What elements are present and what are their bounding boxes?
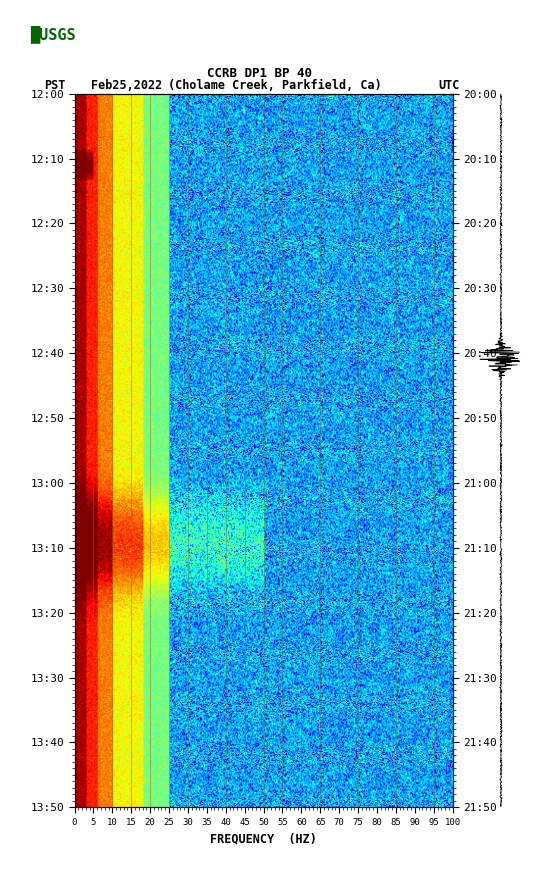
Text: █USGS: █USGS: [30, 25, 76, 43]
Text: (Cholame Creek, Parkfield, Ca): (Cholame Creek, Parkfield, Ca): [168, 78, 382, 92]
Text: PST: PST: [44, 78, 66, 92]
Text: Feb25,2022: Feb25,2022: [91, 78, 162, 92]
X-axis label: FREQUENCY  (HZ): FREQUENCY (HZ): [210, 832, 317, 846]
Text: CCRB DP1 BP 40: CCRB DP1 BP 40: [207, 67, 312, 80]
Text: UTC: UTC: [439, 78, 460, 92]
